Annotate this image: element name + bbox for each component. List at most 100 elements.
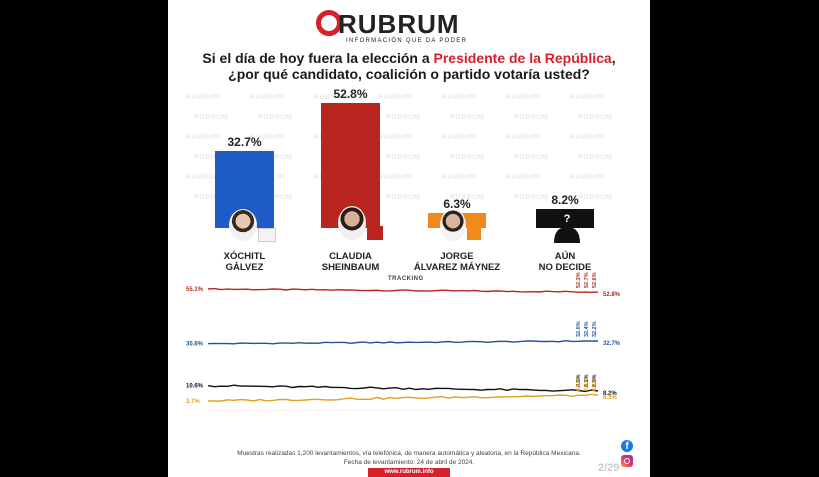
watermark: RUBRUM	[442, 134, 477, 141]
candidate-name-line: AÚN	[554, 251, 576, 262]
watermark: RUBRUM	[258, 194, 293, 201]
tracking-end-label: 32.7%	[603, 341, 621, 347]
candidate-name-xochitl: XÓCHITL GÁLVEZ	[190, 251, 300, 273]
watermark: RUBRUM	[506, 94, 541, 101]
watermark: RUBRUM	[378, 134, 413, 141]
unknown-person-icon: ?	[552, 207, 582, 243]
watermark: RUBRUM	[578, 194, 613, 201]
tracking-recent-label: 32.0%	[576, 321, 582, 337]
watermark: RUBRUM	[450, 154, 485, 161]
value-label-aun-no-decide: 8.2%	[551, 192, 579, 207]
watermark: RUBRUM	[250, 134, 285, 141]
tracking-start-label: 30.6%	[186, 342, 204, 348]
tracking-recent-label: 8.1%	[584, 374, 590, 387]
watermark: RUBRUM	[194, 194, 229, 201]
watermark: RUBRUM	[258, 154, 293, 161]
candidate-name-line: GÁLVEZ	[225, 262, 264, 273]
tracking-recent-label: 32.2%	[592, 321, 598, 337]
question-line-1: Si el día de hoy fuera la elección a Pre…	[168, 50, 650, 66]
watermark: RUBRUM	[186, 134, 221, 141]
tracking-end-label: 52.8%	[603, 292, 621, 298]
facebook-icon[interactable]: f	[621, 440, 633, 452]
tracking-start-label: 55.1%	[186, 287, 204, 293]
instagram-icon[interactable]	[621, 455, 633, 467]
candidate-name-line: JORGE	[440, 251, 474, 262]
footer-date: Fecha de levantamiento: 24 de abril de 2…	[343, 459, 475, 466]
value-label-jorge: 6.3%	[443, 197, 471, 212]
watermark: RUBRUM	[386, 114, 421, 121]
tracking-recent-label: 52.6%	[592, 272, 598, 288]
candidate-name-aun-no-decide: AÚN NO DECIDE	[510, 251, 620, 273]
tracking-series-line	[207, 339, 599, 345]
tracking-start-label: 10.6%	[186, 384, 204, 390]
tracking-title: TRACKING	[388, 276, 424, 282]
watermark: RUBRUM	[314, 94, 349, 101]
claudia-photo	[338, 206, 366, 240]
coalition-logo-icon	[258, 228, 276, 242]
watermark: RUBRUM	[450, 194, 485, 201]
question-highlight: Presidente de la República	[433, 50, 612, 66]
watermark: RUBRUM	[194, 154, 229, 161]
logo-text: RUBRUM	[338, 9, 460, 39]
value-label-xochitl: 32.7%	[227, 134, 262, 149]
watermark: RUBRUM	[378, 174, 413, 181]
tracking-series-line	[207, 287, 599, 294]
watermark: RUBRUM	[186, 94, 221, 101]
watermark: RUBRUM	[442, 174, 477, 181]
watermark: RUBRUM	[578, 154, 613, 161]
tracking-recent-label: 6.5%	[576, 379, 582, 392]
svg-text:?: ?	[564, 213, 571, 225]
watermark: RUBRUM	[514, 194, 549, 201]
page-number: 2/29	[598, 462, 620, 474]
tracking-recent-label: 8.9%	[592, 374, 598, 387]
value-label-claudia: 52.8%	[333, 87, 368, 101]
tracking-recent-label: 6.4%	[584, 379, 590, 392]
logo-ring-icon	[316, 10, 342, 36]
question-line-2: ¿por qué candidato, coalición o partido …	[228, 66, 590, 82]
watermark: RUBRUM	[258, 114, 293, 121]
watermark: RUBRUM	[386, 154, 421, 161]
candidate-name-line: XÓCHITL	[223, 251, 266, 262]
watermark: RUBRUM	[386, 194, 421, 201]
xochitl-photo	[229, 209, 257, 241]
watermark: RUBRUM	[570, 134, 605, 141]
candidate-name-line: NO DECIDE	[538, 262, 592, 273]
tracking-recent-label: 8.6%	[576, 374, 582, 387]
watermark: RUBRUM	[506, 174, 541, 181]
watermark: RUBRUM	[514, 154, 549, 161]
watermark: RUBRUM	[378, 94, 413, 101]
tracking-end-label: 8.2%	[603, 391, 617, 397]
tracking-recent-label: 52.7%	[584, 272, 590, 288]
tracking-series-line	[207, 393, 599, 402]
rubrum-logo: RUBRUM INFORMACIÓN QUE DA PODER	[316, 8, 506, 46]
watermark: RUBRUM	[514, 114, 549, 121]
candidate-name-claudia: CLAUDIA SHEINBAUM	[296, 251, 406, 273]
jorge-photo	[440, 209, 466, 241]
candidate-name-jorge: JORGE ÁLVAREZ MÁYNEZ	[402, 251, 512, 273]
tracking-end-label: 6.3%	[603, 395, 617, 401]
watermark: RUBRUM	[578, 114, 613, 121]
candidate-name-line: SHEINBAUM	[321, 262, 380, 273]
watermark: RUBRUM	[442, 94, 477, 101]
logo-tagline: INFORMACIÓN QUE DA PODER	[346, 38, 468, 44]
tracking-recent-label: 32.4%	[584, 321, 590, 337]
candidate-name-line: CLAUDIA	[329, 251, 372, 262]
tracking-series-line	[207, 384, 599, 393]
website-url[interactable]: www.rubrum.info	[368, 468, 450, 477]
watermark: RUBRUM	[570, 174, 605, 181]
watermark: RUBRUM	[194, 114, 229, 121]
watermark: RUBRUM	[250, 94, 285, 101]
candidate-name-line: ÁLVAREZ MÁYNEZ	[413, 262, 501, 273]
tracking-recent-label: 52.3%	[576, 272, 582, 288]
watermark: RUBRUM	[506, 134, 541, 141]
question-suffix: ,	[611, 50, 616, 66]
movimiento-ciudadano-logo-icon	[467, 226, 481, 240]
morena-coalition-logo-icon	[367, 226, 383, 240]
footer-methodology: Muestras realizadas 1,200 levantamientos…	[237, 450, 581, 457]
tracking-recent-label: 6.4%	[592, 379, 598, 392]
watermark: RUBRUM	[450, 114, 485, 121]
question-prefix: Si el día de hoy fuera la elección a	[202, 50, 434, 66]
watermark: RUBRUM	[570, 94, 605, 101]
tracking-start-label: 3.7%	[186, 399, 200, 405]
